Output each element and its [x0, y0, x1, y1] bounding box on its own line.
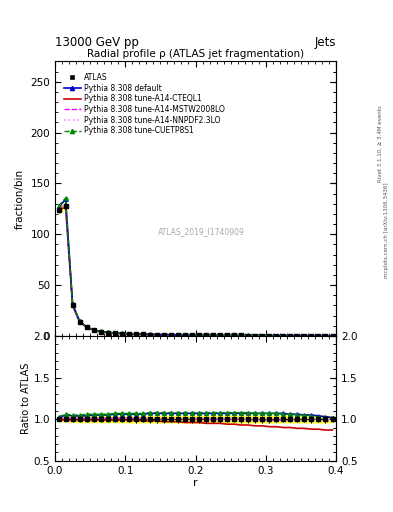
Y-axis label: Ratio to ATLAS: Ratio to ATLAS [21, 362, 31, 434]
Text: ATLAS_2019_I1740909: ATLAS_2019_I1740909 [158, 227, 244, 236]
Text: 13000 GeV pp: 13000 GeV pp [55, 36, 139, 49]
Text: Jets: Jets [314, 36, 336, 49]
Legend: ATLAS, Pythia 8.308 default, Pythia 8.308 tune-A14-CTEQL1, Pythia 8.308 tune-A14: ATLAS, Pythia 8.308 default, Pythia 8.30… [62, 71, 227, 138]
X-axis label: r: r [193, 478, 198, 488]
Y-axis label: fraction/bin: fraction/bin [15, 168, 25, 229]
Text: Rivet 3.1.10, ≥ 3.4M events: Rivet 3.1.10, ≥ 3.4M events [378, 105, 383, 182]
Title: Radial profile ρ (ATLAS jet fragmentation): Radial profile ρ (ATLAS jet fragmentatio… [87, 49, 304, 59]
Text: mcplots.cern.ch [arXiv:1306.3436]: mcplots.cern.ch [arXiv:1306.3436] [384, 183, 389, 278]
